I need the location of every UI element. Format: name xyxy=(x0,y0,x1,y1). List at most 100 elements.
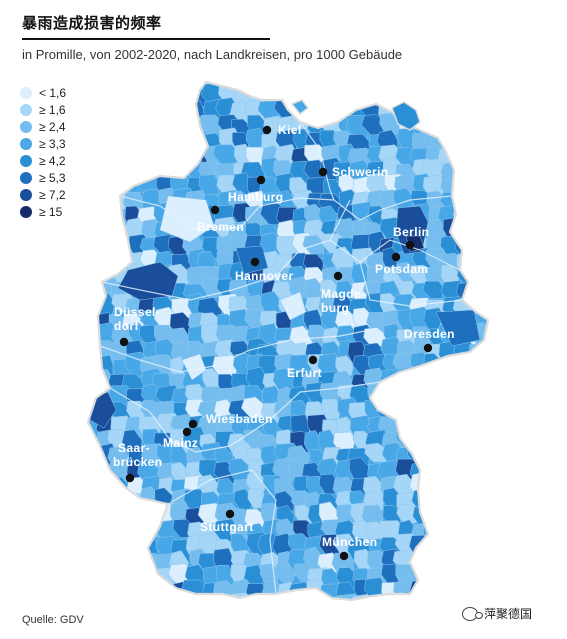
district-cell xyxy=(123,576,146,600)
district-cell xyxy=(171,594,192,600)
district-cell xyxy=(426,581,450,600)
district-cell xyxy=(408,86,432,110)
city-label-saarbruecken-line2: brücken xyxy=(113,455,162,469)
district-cell xyxy=(470,581,488,600)
district-cell xyxy=(472,517,488,542)
district-cell xyxy=(110,567,136,591)
district-cell xyxy=(95,518,121,545)
district-cell xyxy=(113,100,138,123)
district-cell xyxy=(93,204,113,228)
district-cell xyxy=(88,114,102,138)
legend-label: ≥ 4,2 xyxy=(39,153,66,168)
district-cell xyxy=(88,580,105,600)
legend-label: ≥ 2,4 xyxy=(39,119,66,134)
district-cell xyxy=(124,563,144,583)
city-label-potsdam: Potsdam xyxy=(375,262,428,276)
city-dot xyxy=(188,419,198,429)
district-cell xyxy=(124,132,143,159)
district-cell xyxy=(111,82,133,97)
state-boundary xyxy=(109,381,381,453)
district-cell xyxy=(94,175,115,196)
district-cell xyxy=(379,595,402,600)
district-cell xyxy=(426,566,447,590)
district-cell xyxy=(319,98,344,123)
district-cell xyxy=(472,370,488,395)
district-cell xyxy=(128,506,150,528)
legend-item: ≥ 5,3 xyxy=(20,169,66,186)
district-cell xyxy=(88,102,102,125)
district-cell xyxy=(120,537,144,560)
district-cell xyxy=(454,176,478,202)
district-cell xyxy=(437,474,463,500)
district-cell xyxy=(88,231,106,257)
district-cell xyxy=(279,291,307,321)
district-cell xyxy=(413,426,433,452)
city-label-dresden: Dresden xyxy=(404,327,455,341)
district-cell xyxy=(473,201,488,224)
district-cell xyxy=(473,381,488,410)
district-cell xyxy=(439,492,464,519)
district-cell xyxy=(470,235,488,259)
district-cell xyxy=(483,506,488,535)
district-cell xyxy=(471,191,488,217)
watermark-text: 萍聚德国 xyxy=(484,607,533,621)
district-cell xyxy=(468,159,488,184)
district-cell xyxy=(470,459,488,480)
legend: < 1,6 ≥ 1,6 ≥ 2,4 ≥ 3,3 ≥ 4,2 ≥ 5,3 ≥ 7,… xyxy=(20,84,66,220)
legend-item: ≥ 3,3 xyxy=(20,135,66,152)
district-cell xyxy=(125,101,145,125)
district-cell xyxy=(443,582,463,600)
district-cell xyxy=(457,98,479,119)
district-cell xyxy=(454,457,479,483)
city-dot xyxy=(210,205,220,215)
district-cell xyxy=(156,84,181,108)
district-cell xyxy=(154,82,178,95)
city-dot xyxy=(256,175,266,185)
district-cell xyxy=(485,249,488,277)
district-cell xyxy=(397,412,417,439)
district-cell xyxy=(181,353,207,381)
district-cell xyxy=(155,148,175,170)
district-cell xyxy=(158,103,180,128)
district-cell xyxy=(92,596,116,600)
district-cell xyxy=(170,132,195,160)
state-boundary xyxy=(119,195,335,231)
city-dot xyxy=(308,355,318,365)
district-cell xyxy=(140,594,162,600)
legend-item: ≥ 1,6 xyxy=(20,101,66,118)
district-cell xyxy=(88,281,106,307)
district-cell xyxy=(320,82,346,93)
city-dot xyxy=(250,257,260,267)
legend-swatch xyxy=(20,205,32,218)
district-cell xyxy=(482,340,488,366)
district-cell xyxy=(396,384,421,403)
district-cell xyxy=(88,327,100,352)
district-cell xyxy=(483,562,488,590)
district-cell xyxy=(139,147,161,173)
district-cell xyxy=(94,115,114,139)
island-shape xyxy=(290,99,310,116)
district-cell xyxy=(97,145,116,171)
district-cell xyxy=(88,172,104,199)
district-cell xyxy=(88,158,106,184)
district-cell xyxy=(455,190,481,214)
district-cell xyxy=(455,533,481,556)
district-cell xyxy=(392,402,412,421)
district-cell xyxy=(485,131,488,155)
district-cell xyxy=(107,114,128,137)
district-cell xyxy=(108,144,130,168)
district-cell xyxy=(88,147,101,174)
district-cell xyxy=(469,428,488,453)
district-cell xyxy=(426,383,447,408)
district-cell xyxy=(172,112,196,134)
district-cell xyxy=(487,235,488,262)
district-cell xyxy=(380,82,407,99)
district-cell xyxy=(440,100,461,128)
district-cell xyxy=(318,82,341,109)
legend-label: ≥ 7,2 xyxy=(39,187,66,202)
district-cell xyxy=(91,129,114,153)
district-cell xyxy=(88,460,102,489)
district-cell xyxy=(454,554,476,578)
city-dot xyxy=(119,337,129,347)
district-cell xyxy=(456,223,476,244)
